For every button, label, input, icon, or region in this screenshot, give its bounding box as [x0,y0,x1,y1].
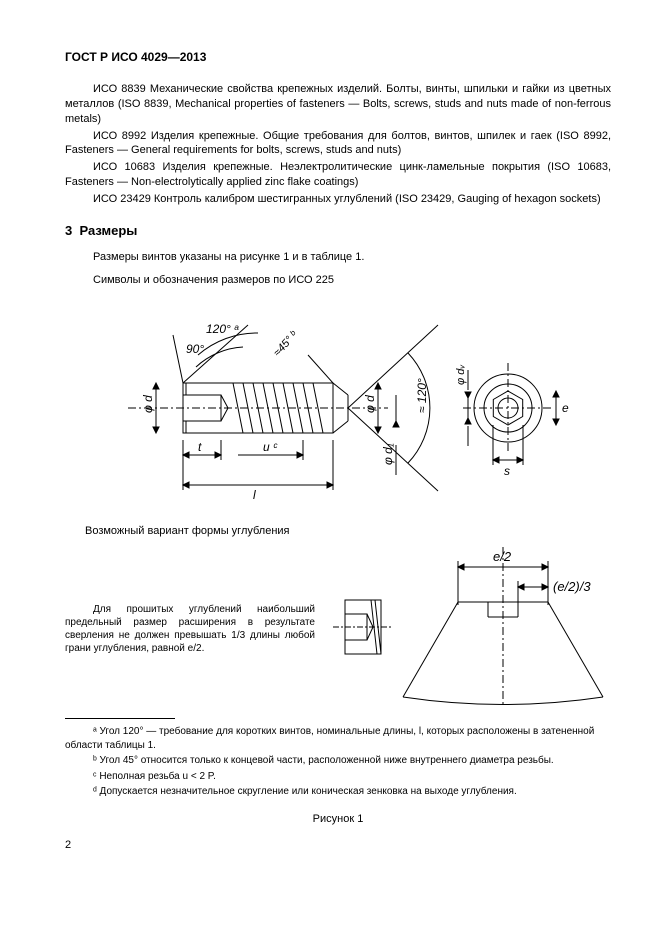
note-text: Для прошитых углублений наибольший преде… [65,603,333,655]
section-body-1: Размеры винтов указаны на рисунке 1 и в … [65,250,611,265]
page: ГОСТ Р ИСО 4029—2013 ИСО 8839 Механическ… [0,0,661,871]
dim-u: u ᶜ [263,440,278,454]
dim-dv: φ dᵥ [455,365,467,385]
footnote-c: ᶜ Неполная резьба u < 2 P. [65,770,611,784]
dim-l: l [253,488,256,502]
figure-cone: e/2 (e/2)/3 [393,547,613,707]
figure-row-2: Для прошитых углублений наибольший преде… [65,547,611,710]
dim-120deg: ≈ 120° [415,378,429,413]
dim-phi-d1: φ d₁ [381,444,395,466]
dim-e-half: e/2 [493,549,512,564]
footnote-d: ᵈ Допускается незначительное скругление … [65,785,611,799]
page-number: 2 [65,839,611,851]
angle-120: 120° ᵃ [206,322,239,336]
ref-iso-8992: ИСО 8992 Изделия крепежные. Общие требов… [65,129,611,159]
doc-header: ГОСТ Р ИСО 4029—2013 [65,50,611,64]
ref-iso-8839: ИСО 8839 Механические свойства крепежных… [65,82,611,127]
dim-phi-d-right: φ d [363,395,377,413]
figure-alt-caption: Возможный вариант формы углубления [85,525,611,537]
footnote-rule [65,718,175,719]
dim-phi-d-left: φ d [141,395,155,413]
dim-e-third: (e/2)/3 [553,579,591,594]
dim-s: s [504,464,510,478]
angle-45: ≈45° ᵇ [271,329,300,359]
figure-label: Рисунок 1 [65,813,611,825]
section-body-2: Символы и обозначения размеров по ИСО 22… [65,273,611,288]
figure-1-main: 120° ᵃ 90° ≈45° ᵇ t u ᶜ l [78,295,598,515]
footnote-a: ᵃ Угол 120° — требование для коротких ви… [65,725,611,752]
section-heading: Размеры [79,223,137,238]
section-number: 3 [65,223,72,238]
figure-alt-socket [333,592,393,662]
dim-e: e [562,401,569,415]
footnote-b: ᵇ Угол 45° относится только к концевой ч… [65,754,611,768]
ref-iso-23429: ИСО 23429 Контроль калибром шестигранных… [65,192,611,207]
section-title: 3 Размеры [65,223,611,238]
dim-t: t [198,440,202,454]
ref-iso-10683: ИСО 10683 Изделия крепежные. Неэлектроли… [65,160,611,190]
angle-90: 90° [186,342,204,356]
